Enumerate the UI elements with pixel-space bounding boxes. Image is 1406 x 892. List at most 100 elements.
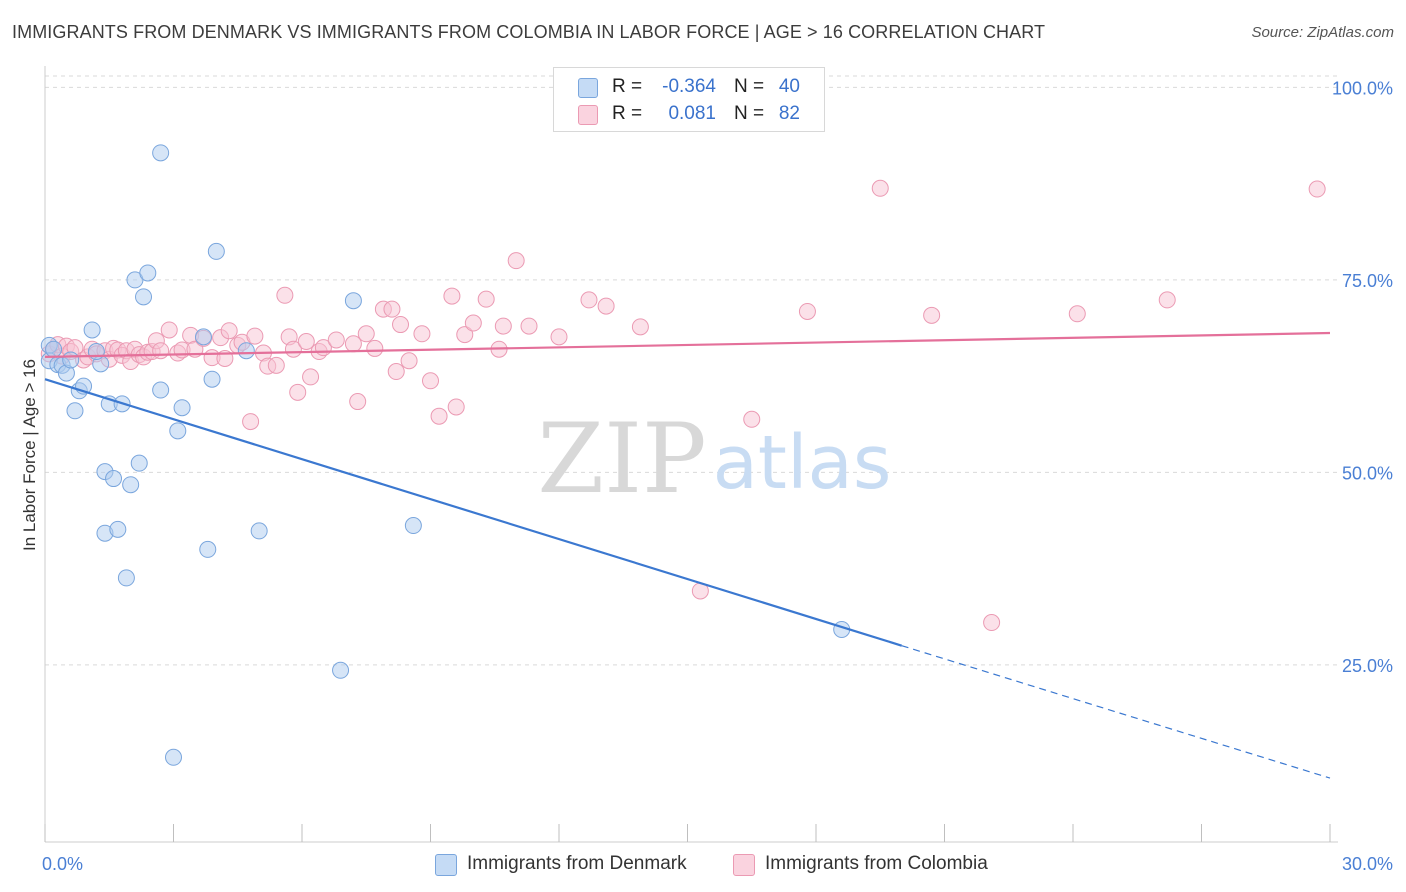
chart-title: IMMIGRANTS FROM DENMARK VS IMMIGRANTS FR… [12, 22, 1046, 42]
x-tick-label: 0.0% [42, 854, 83, 874]
colombia-point [413, 325, 431, 343]
colombia-point [366, 339, 384, 357]
legend-r-label: R = [612, 76, 643, 97]
axes [44, 66, 1338, 843]
legend-row-colombia: R = 0.081 N = 82 [554, 100, 824, 128]
colombia-point [289, 383, 307, 401]
denmark-point [139, 264, 157, 282]
legend-label-colombia: Immigrants from Colombia [765, 853, 988, 874]
colombia-point [464, 314, 482, 332]
denmark-point [194, 328, 212, 346]
colombia-point [798, 302, 816, 320]
denmark-point [130, 454, 148, 472]
colombia-point [160, 321, 178, 339]
denmark-point [117, 569, 135, 587]
watermark-atlas: atlas [713, 420, 892, 506]
colombia-point [392, 316, 410, 334]
denmark-swatch [578, 78, 598, 98]
denmark-point [203, 370, 221, 388]
colombia-point [507, 252, 525, 270]
series-legend: Immigrants from Denmark Immigrants from … [0, 852, 1406, 878]
y-tick-label: 50.0% [1342, 463, 1393, 483]
correlation-legend: R = -0.364 N = 40 R = 0.081 N = 82 [553, 67, 825, 132]
denmark-point [152, 144, 170, 162]
y-axis-label: In Labor Force | Age > 16 [20, 359, 39, 551]
denmark-point [169, 422, 187, 440]
denmark-point [165, 748, 182, 766]
colombia-point [550, 328, 568, 346]
colombia-point [520, 317, 538, 335]
denmark-point [83, 321, 101, 339]
colombia-point [477, 290, 495, 308]
denmark-point [332, 661, 350, 679]
colombia-point [923, 306, 941, 324]
colombia-point [447, 398, 465, 416]
denmark-point [207, 242, 225, 260]
colombia-trend-line [44, 331, 1331, 358]
watermark: ZIP atlas [537, 403, 891, 515]
colombia-point [242, 413, 260, 431]
colombia-point [494, 317, 512, 335]
legend-r-value: -0.364 [662, 76, 716, 97]
colombia-point [1068, 305, 1086, 323]
legend-r-label: R = [612, 103, 643, 124]
legend-n-label: N = [734, 76, 765, 97]
legend-n-value: 82 [778, 103, 800, 124]
denmark-swatch [435, 854, 457, 876]
colombia-point [743, 410, 761, 428]
colombia-point [267, 356, 285, 374]
denmark-point [173, 399, 191, 417]
legend-label-denmark: Immigrants from Denmark [467, 853, 687, 874]
tick-labels: 25.0% 50.0% 75.0% 100.0% 0.0% 30.0% [42, 78, 1393, 874]
colombia-point [220, 322, 238, 340]
denmark-point [66, 402, 84, 420]
denmark-trend-extension [901, 645, 1331, 779]
denmark-point [109, 520, 127, 538]
colombia-point [302, 368, 320, 386]
denmark-point [152, 381, 170, 399]
denmark-point [135, 288, 153, 306]
colombia-point [631, 318, 649, 336]
source-label: Source: ZipAtlas.com [1251, 24, 1394, 41]
colombia-point [443, 287, 461, 305]
colombia-swatch [733, 854, 755, 876]
colombia-point [430, 407, 448, 425]
denmark-point [237, 342, 255, 360]
grid-lines [45, 75, 1338, 666]
colombia-point [152, 342, 170, 360]
colombia-swatch [578, 105, 598, 125]
y-tick-label: 25.0% [1342, 656, 1393, 676]
x-tick-label: 30.0% [1342, 854, 1393, 874]
colombia-point [1158, 291, 1176, 309]
colombia-point [597, 297, 615, 315]
denmark-point [250, 522, 268, 540]
denmark-point [344, 292, 362, 310]
colombia-point [327, 331, 345, 349]
legend-r-value: 0.081 [668, 103, 716, 124]
colombia-point [387, 363, 405, 381]
trend-lines [44, 331, 1331, 779]
denmark-point [45, 340, 63, 358]
watermark-zip: ZIP [537, 403, 706, 515]
colombia-point [580, 291, 598, 309]
colombia-point [276, 286, 294, 304]
colombia-point [297, 333, 315, 350]
colombia-point [1308, 180, 1326, 198]
colombia-point [349, 393, 367, 411]
colombia-point [983, 614, 1001, 632]
colombia-point [422, 372, 439, 390]
colombia-point [357, 325, 375, 343]
y-tick-label: 75.0% [1342, 271, 1393, 291]
denmark-point [62, 351, 80, 369]
colombia-point [383, 300, 401, 318]
denmark-point [105, 470, 123, 488]
denmark-point [199, 540, 217, 558]
colombia-point [871, 179, 889, 197]
denmark-point [404, 517, 422, 535]
colombia-point [400, 352, 418, 370]
colombia-point [456, 326, 474, 344]
y-tick-label: 100.0% [1332, 78, 1393, 98]
legend-n-label: N = [734, 103, 765, 124]
colombia-point [246, 327, 264, 345]
